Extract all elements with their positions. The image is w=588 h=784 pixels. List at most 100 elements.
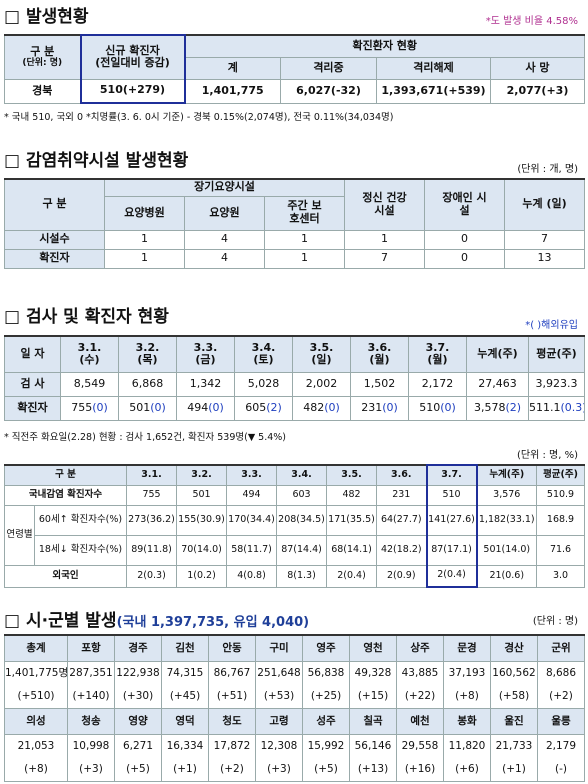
table-row: 확진자 1 4 1 7 0 13 [4, 248, 585, 269]
count: 3.4. [251, 340, 276, 354]
count: 231 [361, 400, 383, 414]
city-name: 안동 [208, 634, 256, 662]
city-name: 구미 [255, 634, 303, 662]
section1-table-wrap: 구 분 (단위: 명) 신규 확진자 (전일대비 증감) 확진환자 현황 계 격리중 격리해제… [4, 34, 585, 104]
city-change: (+30) [114, 685, 162, 709]
city-total: 12,308 [255, 733, 303, 758]
city-name: 예천 [396, 707, 444, 735]
row-label: 국내감염 확진자수 [3, 484, 128, 506]
cell: 605(2) [234, 395, 293, 421]
row-label: 시설수 [4, 229, 105, 250]
count: 482 [303, 400, 325, 414]
section-title: □ 검사 및 확진자 현황 [4, 307, 169, 327]
overseas-count: (0) [440, 400, 456, 414]
overseas-count: (일) [311, 353, 332, 367]
city-change: (+5) [114, 758, 162, 782]
cell: 4(0.8) [226, 564, 278, 588]
facility-table: 구 분 장기요양시설 정신 건강시설 장애인 시설 누계 (일) 요양병원 요양원 주간 보호… [4, 178, 585, 269]
cell: 1,502 [350, 371, 409, 397]
cell: 273(36.2) [126, 504, 178, 536]
header-cell: 3.7. (월) [408, 335, 467, 373]
cell: 510(0) [408, 395, 467, 421]
section1-header: □ 발생현황 *도 발생 비율 4.58% [4, 2, 584, 27]
header-cell: 확진환자 현황 [184, 34, 585, 58]
city-total: 10,998 [67, 733, 115, 758]
cell: 13 [504, 248, 585, 269]
city-total: 56,838 [302, 660, 350, 685]
cell: 42(18.2) [376, 534, 428, 566]
cell: 168.9 [536, 504, 586, 536]
age: 60세↑ [38, 513, 68, 525]
table-row: 구 분 (단위: 명) 신규 확진자 (전일대비 증감) 확진환자 현황 [4, 34, 585, 80]
header-cell: 3.5. (일) [292, 335, 351, 373]
city-change: (+58) [490, 685, 538, 709]
city-name: 영주 [302, 634, 350, 662]
city-change: (+510) [4, 685, 68, 709]
cell: 64(27.7) [376, 504, 428, 536]
header-cell: 장기요양시설 [104, 178, 345, 197]
count: 3.7. [425, 340, 450, 354]
city-name: 총계 [4, 634, 68, 662]
cell: 27,463 [466, 371, 529, 397]
city-name: 김천 [161, 634, 209, 662]
city-change: (+8) [443, 685, 491, 709]
overseas-count: (0) [382, 400, 398, 414]
city-total: 37,193 [443, 660, 491, 685]
row-label: 18세↓ 확진자수(%) [33, 534, 128, 566]
cell: 1 [104, 248, 185, 269]
table-row: 시설수 1 4 1 1 0 7 [4, 229, 585, 250]
overseas-count: (0) [208, 400, 224, 414]
table-row: 총계 포항 경주 김천 안동 구미 영주 영천 상주 문경 경산 군위 [4, 634, 585, 662]
cell: 3,923.3 [528, 371, 585, 397]
cell: 482(0) [292, 395, 351, 421]
cell: 2,002 [292, 371, 351, 397]
header-cell: 주간 보호센터 [264, 195, 345, 231]
count: 755 [71, 400, 93, 414]
cell: 170(34.4) [226, 504, 278, 536]
cell: 603 [276, 484, 328, 506]
overseas-count: (0.3) [560, 400, 585, 414]
cell: 155(30.9) [176, 504, 228, 536]
title-text: □ 시·군별 발생 [4, 611, 117, 631]
cell: 8,549 [60, 371, 119, 397]
city-change: (+8) [4, 758, 68, 782]
table-row: 21,053 10,998 6,271 16,334 17,872 12,308 15,99… [4, 733, 585, 758]
city-change: (+2) [537, 685, 585, 709]
header-cell: 구 분 [4, 178, 105, 231]
city-name: 칠곡 [349, 707, 397, 735]
city-total: 43,885 [396, 660, 444, 685]
cell: 5,028 [234, 371, 293, 397]
header-cell: 3.3. (금) [176, 335, 235, 373]
cell: 494(0) [176, 395, 235, 421]
cell: 8(1.3) [276, 564, 328, 588]
unit-note: (단위 : 명) [532, 616, 578, 627]
city-total: 160,562 [490, 660, 538, 685]
table-row: (+8) (+3) (+5) (+1) (+2) (+3) (+5) (+13) (+16) (+… [4, 758, 585, 782]
cell: 0 [424, 229, 505, 250]
cell: 7 [344, 248, 425, 269]
city-name: 성주 [302, 707, 350, 735]
city-change: (+25) [302, 685, 350, 709]
header-cell: 3.6. (월) [350, 335, 409, 373]
cell: 1,342 [176, 371, 235, 397]
header-cell: 평균(주) [536, 464, 586, 486]
city-change: (+5) [302, 758, 350, 782]
city-name: 고령 [255, 707, 303, 735]
table-row: 경북 510(+279) 1,401,775 6,027(-32) 1,393,671(… [4, 78, 585, 104]
table-row: 국내감염 확진자수 755 501 494 603 482 231 510 3,576 510.9 [3, 484, 586, 506]
cell: 755(0) [60, 395, 119, 421]
cell: 87(14.4) [276, 534, 328, 566]
cell: 2,077(+3) [490, 78, 585, 104]
cell: 2(0.4) [326, 564, 378, 588]
count: 3.6. [367, 340, 392, 354]
count: 510 [419, 400, 441, 414]
cell: 510.9 [536, 484, 586, 506]
row-label: 60세↑ 확진자수(%) [33, 504, 128, 536]
count: 3.2. [135, 340, 160, 354]
city-name: 의성 [4, 707, 68, 735]
overseas-count: (수) [79, 353, 100, 367]
city-table: 총계 포항 경주 김천 안동 구미 영주 영천 상주 문경 경산 군위 1,401,775명 287,35… [4, 634, 585, 782]
cell: 0 [424, 248, 505, 269]
header-cell: 장애인 시설 [424, 178, 505, 231]
city-change: (+15) [349, 685, 397, 709]
